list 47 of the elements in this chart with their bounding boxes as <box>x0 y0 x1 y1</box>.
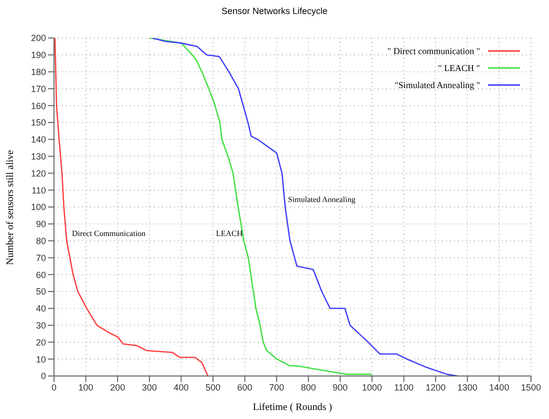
y-tick-label: 10 <box>36 354 46 364</box>
y-tick-label: 0 <box>40 371 46 382</box>
y-tick-label: 90 <box>36 219 46 230</box>
legend-label: " LEACH " <box>438 62 480 72</box>
y-tick-label: 140 <box>30 134 46 145</box>
legend-label: "Simulated Annealing " <box>394 80 480 90</box>
x-tick-label: 0 <box>51 382 57 392</box>
x-tick-label: 800 <box>300 382 316 392</box>
y-tick-label: 20 <box>36 337 46 348</box>
x-tick-label: 300 <box>142 382 157 392</box>
x-tick-label: 1500 <box>520 382 542 392</box>
y-tick-label: 70 <box>36 252 46 263</box>
y-tick-label: 110 <box>32 185 46 196</box>
x-tick-label: 400 <box>174 382 189 392</box>
x-tick-label: 200 <box>110 382 126 392</box>
x-tick-label: 1200 <box>426 382 446 392</box>
y-tick-label: 50 <box>36 286 46 297</box>
y-tick-label: 100 <box>30 202 46 212</box>
x-tick-label: 1400 <box>489 382 510 392</box>
annotation: LEACH <box>216 229 243 238</box>
y-tick-label: 170 <box>30 84 46 94</box>
x-tick-label: 600 <box>237 382 252 392</box>
line-series <box>148 38 373 375</box>
x-tick-label: 700 <box>269 382 284 392</box>
y-tick-label: 60 <box>36 270 46 280</box>
annotation: Direct Communication <box>72 229 146 238</box>
y-tick-label: 30 <box>36 320 46 330</box>
y-tick-label: 130 <box>30 151 46 162</box>
legend-label: " Direct communication " <box>387 46 480 56</box>
x-tick-label: 100 <box>78 382 94 392</box>
x-axis-title: Lifetime ( Rounds ) <box>252 402 334 413</box>
y-tick-label: 190 <box>30 50 46 60</box>
x-tick-label: 1300 <box>457 382 478 392</box>
y-tick-label: 180 <box>30 66 46 77</box>
y-tick-label: 150 <box>30 118 46 128</box>
x-tick-label: 900 <box>332 382 348 392</box>
chart-title: Sensor Networks Lifecycle <box>220 6 329 16</box>
y-tick-label: 200 <box>30 33 46 44</box>
x-tick-label: 1000 <box>362 382 382 392</box>
x-tick-label: 1100 <box>394 382 414 392</box>
y-tick-label: 80 <box>36 236 46 246</box>
y-tick-label: 120 <box>30 168 46 178</box>
x-tick-label: 500 <box>205 382 221 392</box>
y-tick-label: 160 <box>30 100 46 111</box>
y-axis-title: Number of sensors still alive <box>4 150 16 264</box>
annotation: Simulated Annealing <box>288 195 356 204</box>
y-tick-label: 40 <box>36 304 46 314</box>
